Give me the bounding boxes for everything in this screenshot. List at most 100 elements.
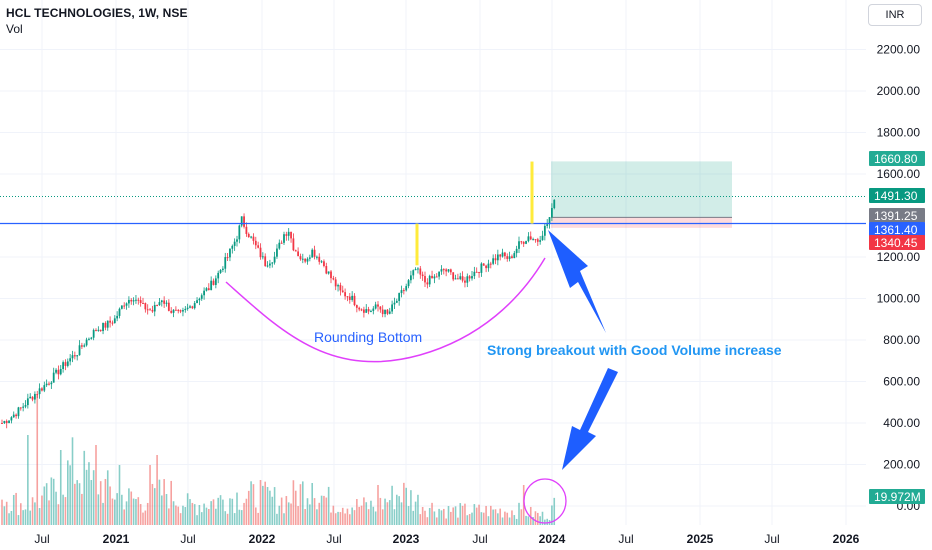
volume-bar <box>149 465 151 525</box>
time-axis[interactable]: Jul 2021 Jul 2022 Jul 2023 Jul 2024 Jul 2025 Jul 20… <box>34 532 859 546</box>
candle-body <box>226 257 229 259</box>
volume-bar <box>88 462 90 525</box>
candle-body <box>482 263 485 266</box>
candlesticks <box>1 199 556 429</box>
candle-body <box>254 240 257 246</box>
volume-bar <box>48 500 50 525</box>
candle-body <box>29 396 32 399</box>
candle-body <box>184 308 187 311</box>
candle-body <box>525 241 527 244</box>
volume-bar <box>109 486 111 525</box>
volume-bar <box>299 484 302 525</box>
currency-button[interactable]: INR <box>868 4 922 26</box>
candle-body <box>435 276 438 278</box>
volume-bar <box>346 508 349 525</box>
volume-bar <box>501 517 504 525</box>
price-badge-label: 1361.40 <box>874 223 918 237</box>
volume-bar <box>515 518 518 525</box>
candle-body <box>374 304 377 309</box>
volume-bar <box>349 514 351 525</box>
candle-body <box>504 252 506 257</box>
volume-bar <box>546 518 548 525</box>
candle-body <box>186 307 189 309</box>
volume-bar <box>118 465 121 525</box>
candle-body <box>66 361 69 366</box>
annotations[interactable]: Rounding Bottom Strong breakout with Good… <box>225 230 782 524</box>
volume-bar <box>398 496 400 525</box>
time-tick-label: Jul <box>618 532 633 546</box>
volume-indicator-label[interactable]: Vol <box>6 22 23 36</box>
candle-body <box>238 225 241 240</box>
volume-bar <box>276 513 278 525</box>
candle-body <box>271 262 274 264</box>
volume-bar <box>306 498 309 525</box>
candle-body <box>426 282 429 285</box>
candle-body <box>496 254 499 261</box>
candle-body <box>442 269 445 271</box>
candle-body <box>449 269 452 273</box>
volume-bar <box>290 503 292 525</box>
candle-body <box>259 247 262 258</box>
volume-bar <box>457 517 459 525</box>
volume-bar <box>191 502 194 525</box>
volume-bar <box>391 485 393 525</box>
candle-body <box>459 276 462 280</box>
candle-body <box>433 276 436 279</box>
symbol-title[interactable]: HCL TECHNOLOGIES, 1W, NSE <box>6 6 188 20</box>
candle-body <box>398 293 401 301</box>
candle-body <box>158 302 161 306</box>
candle-body <box>8 420 10 424</box>
volume-bar <box>36 395 39 525</box>
candle-body <box>513 253 516 259</box>
volume-bar <box>356 499 358 525</box>
candle-body <box>499 254 502 257</box>
volume-bar <box>184 507 187 525</box>
price-axis[interactable]: 2200.00 2000.00 1800.00 1600.00 1200.00 1000.… <box>869 43 925 514</box>
candle-body <box>320 261 323 263</box>
volume-bar <box>132 498 135 525</box>
candle-body <box>219 269 222 273</box>
candle-body <box>31 396 34 400</box>
candle-body <box>191 306 194 309</box>
candle-body <box>473 271 476 277</box>
volume-bar <box>205 507 208 525</box>
candle-body <box>128 299 130 304</box>
volume-bar <box>55 491 57 525</box>
candle-body <box>532 239 534 241</box>
volume-bar <box>200 512 203 525</box>
candle-body <box>299 256 302 260</box>
volume-bar <box>551 505 553 525</box>
candle-body <box>36 393 39 395</box>
candle-body <box>43 385 46 391</box>
candle-body <box>1 423 3 424</box>
volume-bar <box>161 495 163 525</box>
volume-bar <box>527 516 530 525</box>
candle-body <box>257 245 260 248</box>
candle-body <box>153 305 156 312</box>
candle-body <box>447 269 450 272</box>
candle-body <box>402 290 405 292</box>
candle-body <box>489 263 492 265</box>
volume-bar <box>311 483 313 525</box>
price-tick-label: 2000.00 <box>877 84 921 98</box>
candle-body <box>156 305 158 307</box>
candle-body <box>48 383 50 385</box>
candle-body <box>179 310 182 312</box>
candle-body <box>431 275 433 279</box>
price-level-lines[interactable] <box>0 161 866 266</box>
candle-body <box>78 345 81 356</box>
volume-highlight-circle <box>523 478 567 524</box>
volume-bar <box>518 502 520 525</box>
volume-bar <box>443 508 445 525</box>
volume-bar <box>172 501 175 525</box>
volume-bar <box>116 493 118 525</box>
candle-body <box>445 269 448 272</box>
volume-bar <box>459 503 462 525</box>
volume-bar <box>245 498 248 525</box>
volume-bar <box>163 479 165 525</box>
candle-body <box>135 299 137 301</box>
volume-bar <box>445 518 447 525</box>
risk-reward-zone[interactable] <box>551 161 732 228</box>
volume-bar <box>297 506 299 525</box>
